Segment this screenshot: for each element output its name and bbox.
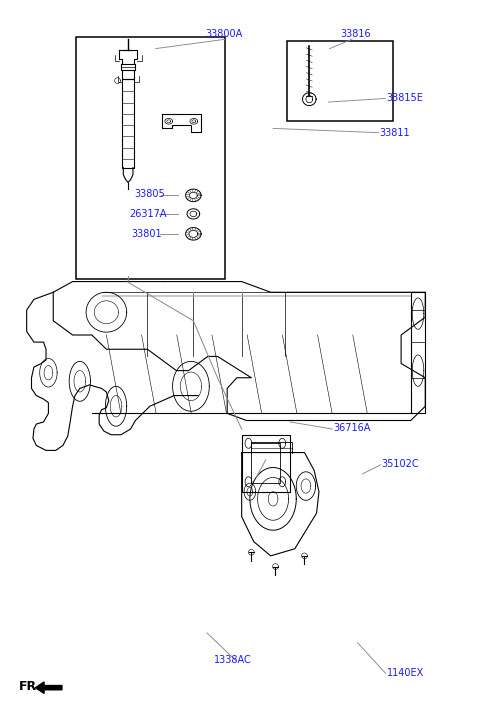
Bar bbox=[305, 97, 314, 111]
Bar bbox=[286, 41, 393, 121]
Text: 1338AC: 1338AC bbox=[214, 655, 252, 664]
Text: 33805: 33805 bbox=[135, 190, 165, 199]
Text: FR.: FR. bbox=[18, 680, 41, 693]
Text: 33800A: 33800A bbox=[206, 29, 243, 39]
FancyArrow shape bbox=[35, 682, 62, 694]
Text: 35102C: 35102C bbox=[382, 459, 420, 469]
Text: 36716A: 36716A bbox=[333, 423, 371, 433]
Text: 26317A: 26317A bbox=[130, 209, 167, 219]
Text: 33815E: 33815E bbox=[387, 93, 423, 103]
Text: 1140EX: 1140EX bbox=[387, 667, 424, 678]
Text: 33801: 33801 bbox=[131, 229, 162, 238]
Bar bbox=[251, 443, 281, 483]
Text: 33811: 33811 bbox=[380, 127, 410, 137]
Text: 33816: 33816 bbox=[341, 29, 371, 39]
Bar bbox=[242, 435, 290, 491]
Bar bbox=[76, 37, 225, 279]
